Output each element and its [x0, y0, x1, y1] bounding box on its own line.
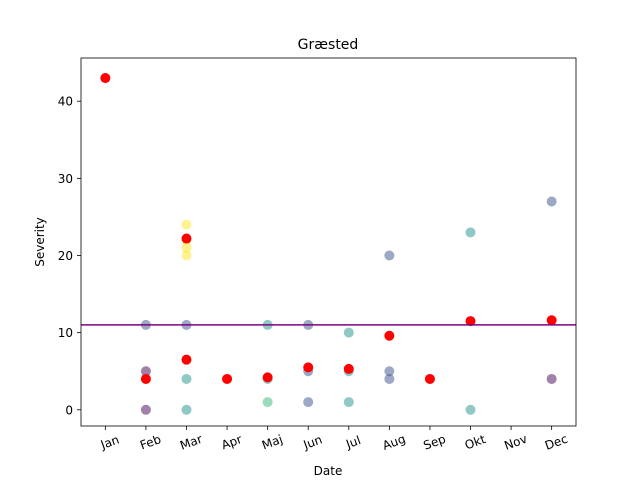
data-point: [465, 404, 476, 415]
data-point: [181, 219, 192, 230]
x-axis-label: Date: [314, 464, 343, 478]
x-tick-label: Jun: [301, 432, 324, 452]
data-point: [181, 373, 192, 384]
y-tick-label: 10: [58, 326, 73, 340]
data-point: [343, 327, 354, 338]
x-tick-label: Dec: [543, 432, 570, 453]
x-tick-label: Apr: [220, 432, 244, 452]
data-point: [546, 315, 557, 326]
data-point: [465, 227, 476, 238]
data-point: [140, 366, 151, 377]
data-point: [384, 366, 395, 377]
x-tick-label: Aug: [381, 432, 408, 453]
data-point: [181, 404, 192, 415]
y-tick-label: 0: [65, 403, 73, 417]
data-point: [303, 397, 314, 408]
data-point: [343, 363, 354, 374]
data-point: [424, 373, 435, 384]
x-tick-label: Nov: [502, 432, 529, 453]
data-point: [181, 242, 192, 253]
data-point: [262, 372, 273, 383]
data-point: [140, 373, 151, 384]
y-axis-label: Severity: [33, 217, 47, 267]
data-point: [262, 397, 273, 408]
plot-area: [81, 73, 576, 415]
x-tick-label: Maj: [260, 432, 285, 452]
y-tick-label: 30: [58, 172, 73, 186]
data-point: [181, 233, 192, 244]
x-tick-label: Jan: [98, 432, 121, 452]
y-tick-label: 40: [58, 95, 73, 109]
data-point: [303, 362, 314, 373]
x-tick-label: Jul: [343, 433, 362, 451]
data-point: [384, 250, 395, 261]
data-point: [384, 373, 395, 384]
data-point: [465, 316, 476, 327]
x-tick-label: Mar: [178, 432, 204, 453]
data-point: [384, 330, 395, 341]
data-point: [546, 196, 557, 207]
data-point: [100, 73, 111, 84]
data-point: [181, 250, 192, 261]
x-tick-label: Feb: [138, 432, 163, 452]
data-point: [181, 354, 192, 365]
x-tick-label: Okt: [463, 432, 488, 452]
axes: 0 10 20 30 40 Jan Feb Mar Apr Maj Jun Jul Aug Sep Okt N…: [58, 95, 570, 453]
data-point: [343, 397, 354, 408]
data-point: [222, 373, 233, 384]
data-point: [546, 373, 557, 384]
x-tick-label: Sep: [422, 432, 448, 453]
data-point: [140, 404, 151, 415]
chart-title: Græsted: [298, 37, 359, 53]
plot-frame: [80, 57, 577, 427]
y-tick-label: 20: [58, 249, 73, 263]
